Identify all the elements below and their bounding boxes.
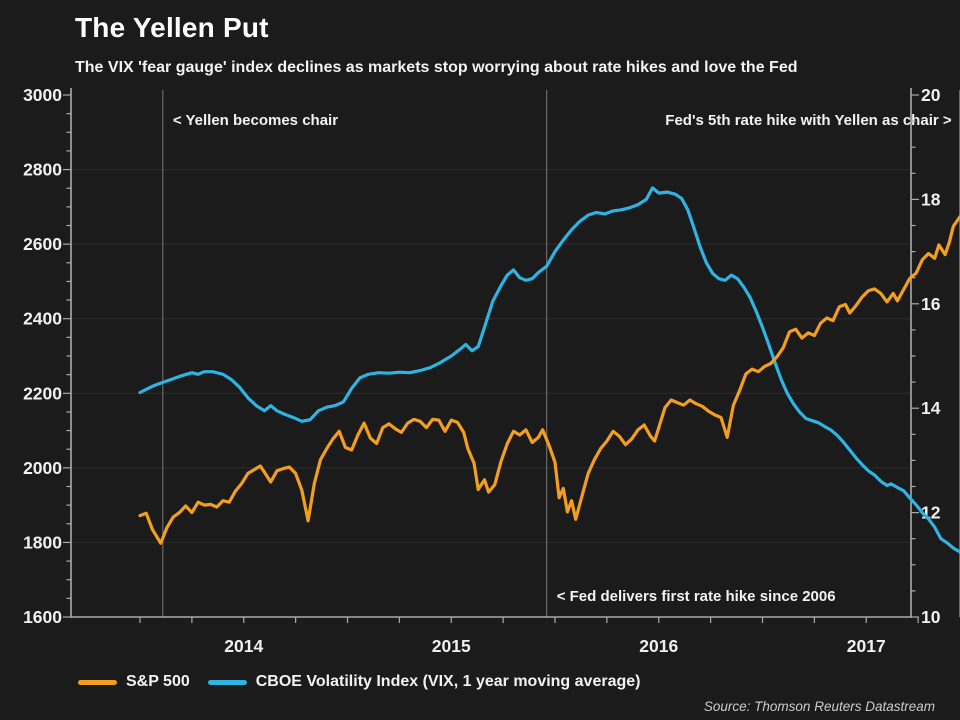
chart-title: The Yellen Put (75, 12, 269, 43)
annotation-text: < Yellen becomes chair (173, 112, 338, 129)
left-tick-label: 3000 (23, 85, 62, 105)
sp500-line-swatch (78, 679, 117, 685)
left-tick-label: 2800 (23, 160, 62, 180)
vix-line-swatch (207, 679, 247, 685)
right-tick-label: 10 (921, 607, 941, 627)
legend-label-vix: CBOE Volatility Index (VIX, 1 year movin… (255, 673, 641, 690)
year-label: 2015 (432, 636, 471, 656)
left-tick-label: 2000 (23, 458, 62, 478)
vix-line (138, 186, 960, 555)
year-label: 2014 (224, 636, 263, 656)
chart-subtitle: The VIX 'fear gauge' index declines as m… (75, 59, 798, 76)
left-tick-label: 1800 (23, 532, 62, 552)
left-tick-label: 1600 (23, 607, 62, 627)
right-tick-label: 14 (921, 398, 941, 418)
right-tick-label: 16 (921, 294, 941, 314)
legend-item-vix: CBOE Volatility Index (VIX, 1 year movin… (207, 673, 641, 691)
right-tick-label: 18 (921, 189, 941, 209)
source-attribution: Source: Thomson Reuters Datastream (703, 699, 935, 714)
annotation-text: Fed's 5th rate hike with Yellen as chair… (665, 112, 952, 129)
left-tick-label: 2400 (23, 309, 62, 329)
legend-item-sp500: S&P 500 (78, 673, 190, 691)
right-tick-label: 20 (921, 85, 941, 105)
left-tick-label: 2200 (23, 383, 62, 403)
year-label: 2016 (639, 636, 678, 656)
legend-label-sp500: S&P 500 (126, 673, 190, 690)
chart-legend: S&P 500 CBOE Volatility Index (VIX, 1 ye… (78, 671, 640, 693)
annotation-text: < Fed delivers first rate hike since 200… (557, 588, 836, 605)
sp500-line (138, 214, 960, 545)
left-tick-label: 2600 (23, 234, 62, 254)
year-label: 2017 (847, 636, 886, 656)
